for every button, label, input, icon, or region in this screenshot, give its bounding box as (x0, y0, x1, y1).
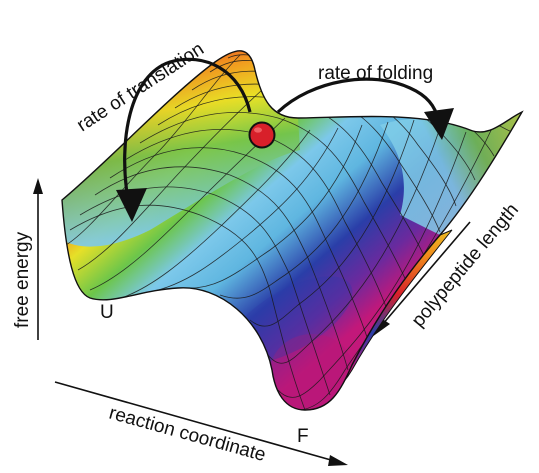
free-energy-axis (33, 178, 43, 340)
nascent-chain-marker (248, 121, 276, 149)
free-energy-label: free energy (12, 231, 33, 328)
rate-of-folding-label: rate of folding (318, 63, 433, 84)
unfolded-state-label: U (100, 302, 114, 323)
folding-arrow (276, 77, 454, 140)
reaction-coordinate-label: reaction coordinate (107, 403, 268, 466)
translation-arrow (116, 57, 252, 222)
folded-state-label: F (297, 426, 309, 447)
reaction-coordinate-axis (54, 381, 348, 466)
surface-outline (61, 50, 524, 411)
